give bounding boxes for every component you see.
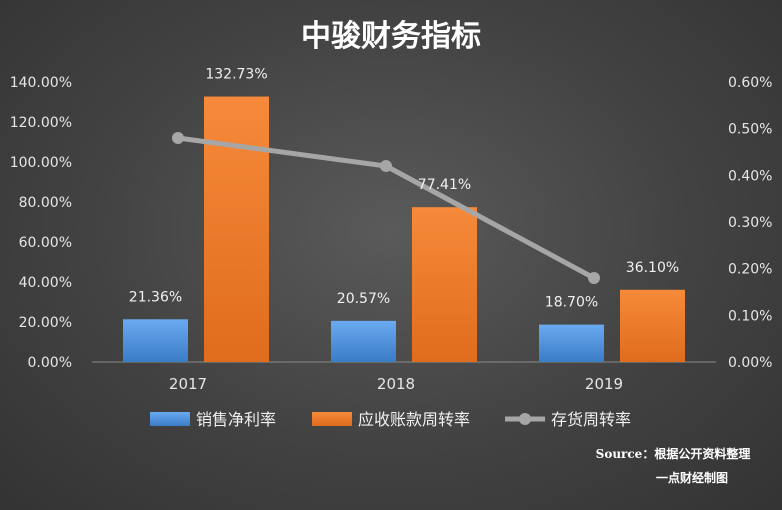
bars [123,96,685,362]
left-tick-label: 120.00% [10,115,72,131]
left-tick-label: 40.00% [19,275,72,291]
right-axis: 0.00% 0.10% 0.20% 0.30% 0.40% 0.50% 0.60% [728,75,772,371]
line-point [588,272,600,284]
bar-data-label: 132.73% [205,67,267,83]
right-tick-label: 0.00% [728,355,772,371]
line-point [380,160,392,172]
left-tick-label: 100.00% [10,155,72,171]
left-tick-label: 60.00% [19,235,72,251]
legend-label: 销售净利率 [196,410,276,429]
bar-net-margin [123,319,188,362]
data-labels: 21.36% 20.57% 18.70% 132.73% 77.41% 36.10% [129,67,679,311]
bar-net-margin [331,320,396,362]
category-label: 2019 [585,375,623,393]
right-tick-label: 0.20% [728,262,772,278]
left-tick-label: 140.00% [10,75,72,91]
right-tick-label: 0.50% [728,122,772,138]
legend-swatch [150,412,190,426]
source-note: Source：根据公开资料整理 [596,446,751,461]
left-axis: 0.00% 20.00% 40.00% 60.00% 80.00% 100.00% 120.… [10,75,72,371]
inventory-turnover-line [172,132,600,284]
bar-receivable-turnover [204,96,269,362]
legend-marker [519,413,531,425]
left-tick-label: 20.00% [19,315,72,331]
right-tick-label: 0.60% [728,75,772,91]
bar-net-margin [539,324,604,362]
legend-label: 存货周转率 [551,410,631,429]
left-tick-label: 0.00% [28,355,72,371]
legend-label: 应收账款周转率 [358,410,470,429]
legend-swatch [312,412,352,426]
category-labels: 2017 2018 2019 [169,375,623,393]
bar-data-label: 18.70% [545,295,598,311]
category-label: 2018 [377,375,415,393]
category-label: 2017 [169,375,207,393]
bar-data-label: 36.10% [626,260,679,276]
legend: 销售净利率 应收账款周转率 存货周转率 [150,410,631,429]
bar-data-label: 77.41% [418,177,471,193]
left-tick-label: 80.00% [19,195,72,211]
bar-data-label: 20.57% [337,291,390,307]
bar-receivable-turnover [412,207,477,362]
bar-data-label: 21.36% [129,289,182,305]
line-point [172,132,184,144]
bar-receivable-turnover [620,289,685,362]
right-tick-label: 0.40% [728,168,772,184]
right-tick-label: 0.10% [728,308,772,324]
credit-note: 一点财经制图 [656,470,728,485]
right-tick-label: 0.30% [728,215,772,231]
chart-title: 中骏财务指标 [301,19,481,54]
